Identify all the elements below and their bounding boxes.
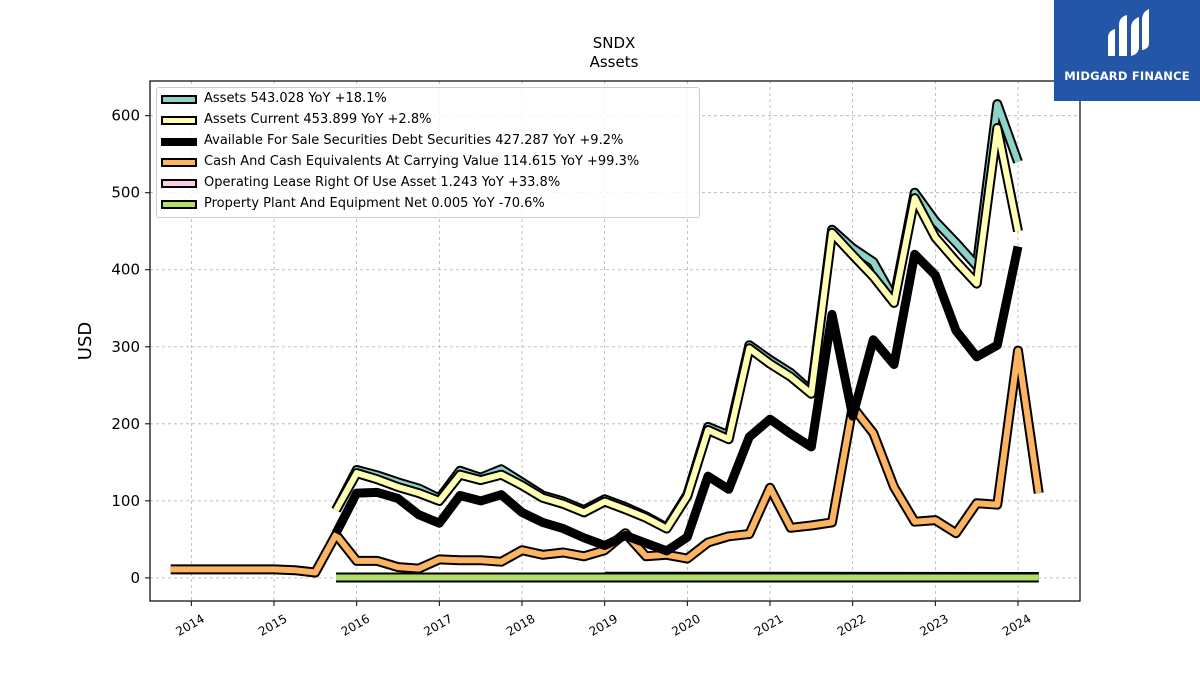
x-tick-label: 2014 [173,611,206,638]
x-tick-label: 2019 [587,611,620,638]
y-tick-label: 0 [130,569,140,587]
y-axis: 0 100 200 300 400 500 600 [111,107,150,587]
x-tick-label: 2016 [339,611,372,638]
series-assets-current [331,123,1023,534]
legend-swatch [161,138,197,146]
series-group [170,99,1044,583]
legend-item: Cash And Cash Equivalents At Carrying Va… [157,153,697,173]
y-axis-label: USD [75,322,96,360]
brand-name: MIDGARD FINANCE [1064,69,1190,83]
legend-label: Property Plant And Equipment Net 0.005 Y… [204,196,545,211]
x-tick-label: 2018 [504,611,537,638]
legend-item: Assets 543.028 YoY +18.1% [157,90,697,110]
legend-item: Property Plant And Equipment Net 0.005 Y… [157,195,697,215]
legend-label: Available For Sale Securities Debt Secur… [204,133,624,148]
plot-frame [149,80,1081,602]
x-tick-label: 2021 [752,611,785,638]
legend-item: Available For Sale Securities Debt Secur… [157,132,697,152]
x-tick-label: 2023 [917,611,950,638]
legend-item: Operating Lease Right Of Use Asset 1.243… [157,174,697,194]
y-tick-label: 500 [111,184,140,202]
y-tick-label: 400 [111,261,140,279]
midgard-logo-icon [1108,9,1149,56]
y-tick-label: 600 [111,107,140,125]
legend-swatch [161,95,197,104]
chart-title: SNDX [593,34,636,52]
legend-label: Operating Lease Right Of Use Asset 1.243… [204,175,561,190]
series-available-for-sale-securities-debt-securities [332,245,1023,556]
brand-logo: MIDGARD FINANCE [1054,0,1200,101]
legend-item: Assets Current 453.899 YoY +2.8% [157,111,697,131]
series-line [332,245,1023,556]
x-tick-label: 2022 [835,611,868,638]
x-tick-label: 2020 [669,611,702,638]
y-tick-label: 200 [111,415,140,433]
y-tick-label: 300 [111,338,140,356]
legend-swatch [161,116,197,125]
x-tick-label: 2015 [256,611,289,638]
x-tick-label: 2024 [1000,611,1033,638]
x-axis: 2014 2015 2016 2017 2018 2019 2020 2021 2022 2023… [173,601,1034,639]
x-tick-label: 2017 [421,611,454,638]
legend-swatch [161,200,197,209]
y-tick-label: 100 [111,492,140,510]
chart-subtitle: Assets [590,53,639,71]
legend-swatch [161,179,197,188]
series-cash-and-cash-equivalents-at-carrying-value [170,345,1044,578]
legend-swatch [161,158,197,167]
legend-label: Assets 543.028 YoY +18.1% [204,91,387,106]
legend: Assets 543.028 YoY +18.1% Assets Current … [156,87,700,218]
legend-label: Cash And Cash Equivalents At Carrying Va… [204,154,640,169]
legend-label: Assets Current 453.899 YoY +2.8% [204,112,432,127]
series-line [333,125,1021,532]
